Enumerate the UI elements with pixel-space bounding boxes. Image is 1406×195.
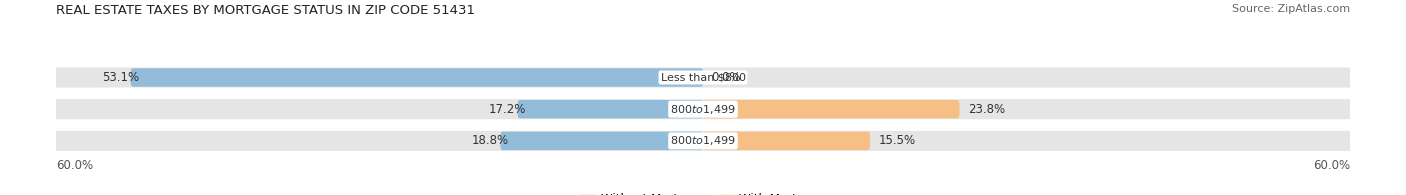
Text: Less than $800: Less than $800	[661, 73, 745, 82]
Text: 18.8%: 18.8%	[472, 134, 509, 147]
Text: 0.0%: 0.0%	[711, 71, 741, 84]
Text: 17.2%: 17.2%	[489, 103, 526, 116]
FancyBboxPatch shape	[131, 68, 703, 87]
FancyBboxPatch shape	[51, 129, 1355, 152]
FancyBboxPatch shape	[501, 132, 703, 150]
FancyBboxPatch shape	[703, 132, 870, 150]
Text: 53.1%: 53.1%	[103, 71, 139, 84]
FancyBboxPatch shape	[703, 100, 959, 118]
FancyBboxPatch shape	[517, 100, 703, 118]
FancyBboxPatch shape	[51, 66, 1355, 89]
FancyBboxPatch shape	[51, 98, 1355, 121]
Text: 60.0%: 60.0%	[1313, 159, 1350, 172]
Text: 15.5%: 15.5%	[879, 134, 915, 147]
Text: REAL ESTATE TAXES BY MORTGAGE STATUS IN ZIP CODE 51431: REAL ESTATE TAXES BY MORTGAGE STATUS IN …	[56, 4, 475, 17]
Text: $800 to $1,499: $800 to $1,499	[671, 134, 735, 147]
Text: $800 to $1,499: $800 to $1,499	[671, 103, 735, 116]
Text: 23.8%: 23.8%	[969, 103, 1005, 116]
Text: Source: ZipAtlas.com: Source: ZipAtlas.com	[1232, 4, 1350, 14]
Legend: Without Mortgage, With Mortgage: Without Mortgage, With Mortgage	[575, 188, 831, 195]
Text: 60.0%: 60.0%	[56, 159, 93, 172]
